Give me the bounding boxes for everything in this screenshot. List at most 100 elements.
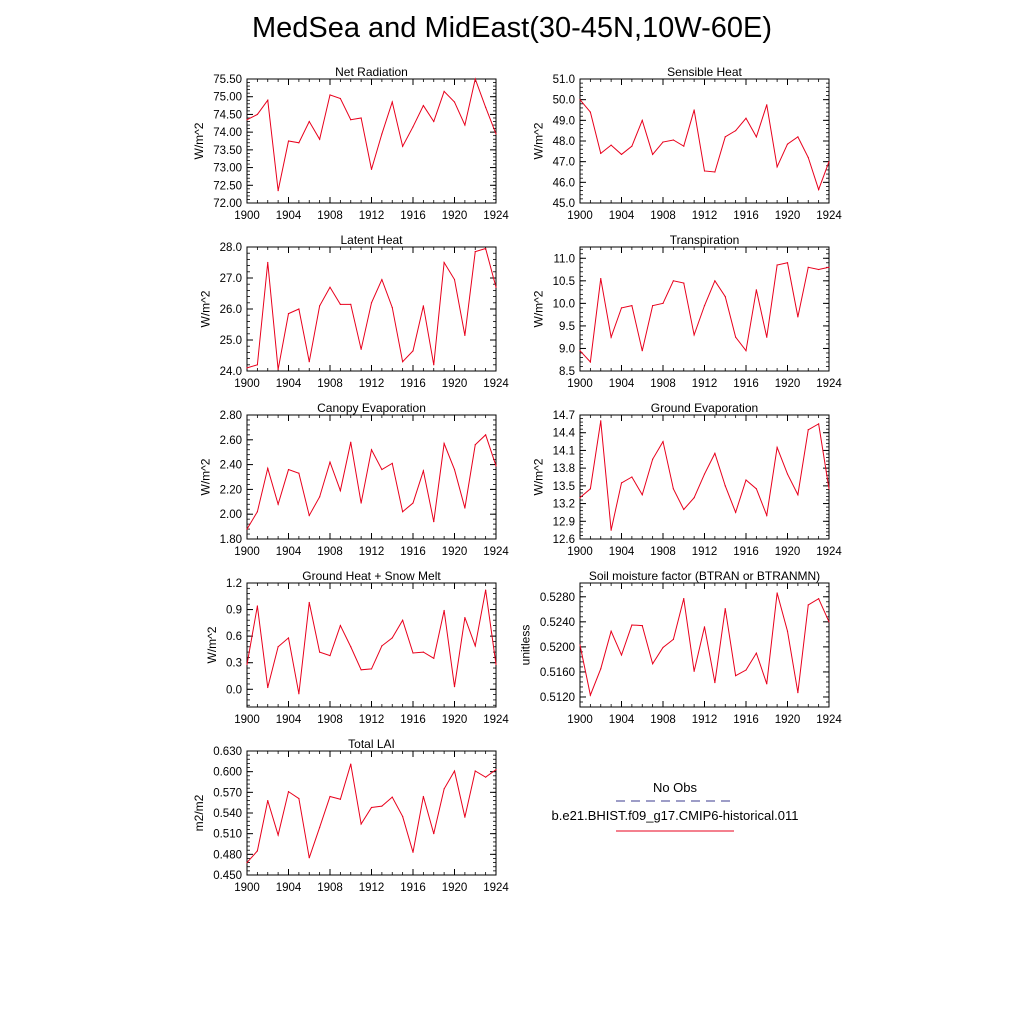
data-point (818, 423, 820, 425)
data-point (319, 651, 321, 653)
x-tick-label: 1912 (359, 882, 385, 894)
data-point (495, 663, 497, 666)
data-point (620, 482, 623, 484)
data-point (818, 268, 820, 271)
data-point (755, 488, 757, 490)
plot-frame (246, 582, 497, 708)
data-point (620, 654, 623, 656)
data-point (714, 681, 716, 684)
y-tick-label: 0.3 (226, 658, 242, 670)
data-point (766, 336, 768, 338)
data-point (641, 494, 643, 496)
data-point (433, 521, 435, 523)
x-tick-label: 1912 (692, 210, 718, 222)
y-tick-label: 0.600 (213, 767, 242, 779)
series-line (579, 592, 830, 697)
data-point (807, 266, 809, 268)
x-tick-label: 1920 (775, 714, 801, 726)
series-line (579, 262, 830, 364)
data-point (360, 117, 362, 119)
y-tick-label: 74.50 (213, 109, 242, 121)
x-tick-label: 1920 (442, 210, 468, 222)
x-tick-label: 1920 (442, 714, 468, 726)
data-point (631, 624, 633, 626)
y-tick-label: 0.9 (226, 605, 242, 617)
y-tick-label: 2.20 (220, 484, 242, 496)
data-point (714, 171, 716, 173)
data-point (620, 153, 623, 156)
y-tick-label: 12.6 (553, 534, 575, 546)
data-point (610, 144, 612, 146)
y-tick-label: 25.0 (220, 335, 242, 347)
y-tick-label: 49.0 (553, 115, 575, 127)
data-point (600, 668, 602, 670)
data-point (693, 670, 695, 672)
data-point (797, 316, 799, 318)
data-point (308, 857, 310, 859)
y-tick-label: 1.80 (220, 534, 242, 546)
data-point (652, 305, 654, 307)
data-point (485, 776, 487, 778)
data-point (652, 458, 654, 460)
data-point (350, 646, 352, 648)
data-point (256, 850, 258, 852)
x-tick-label: 1908 (650, 378, 676, 390)
data-point (683, 508, 685, 511)
plot-frame (579, 246, 830, 372)
x-tick-label: 1900 (567, 714, 593, 726)
y-tick-label: 11.0 (553, 253, 575, 265)
data-point (807, 604, 809, 606)
x-tick-label: 1912 (692, 378, 718, 390)
data-point (776, 264, 778, 266)
data-point (755, 136, 757, 138)
x-tick-label: 1920 (442, 546, 468, 558)
data-point (495, 769, 497, 771)
data-point (287, 140, 290, 142)
data-point (714, 452, 716, 454)
data-point (589, 488, 591, 490)
plot-frame (579, 414, 830, 540)
x-tick-label: 1900 (234, 546, 260, 558)
data-point (391, 101, 393, 103)
data-point (422, 305, 424, 307)
x-tick-label: 1924 (483, 378, 509, 390)
y-axis-label: W/m^2 (205, 626, 219, 663)
y-tick-label: 9.0 (559, 343, 575, 355)
y-axis-label: unitless (519, 625, 533, 666)
data-point (350, 441, 352, 443)
data-point (453, 101, 456, 103)
data-point (735, 675, 737, 677)
y-tick-label: 13.2 (553, 499, 575, 511)
data-point (641, 624, 643, 627)
panel-transpiration: 1900 1904 1908 1912 1916 1920 1924 8.5 9.0 9.5 10.… (531, 233, 842, 390)
x-tick-label: 1912 (692, 714, 718, 726)
data-point (350, 119, 352, 121)
data-point (662, 141, 664, 143)
data-point (610, 336, 612, 338)
x-tick-label: 1900 (234, 882, 260, 894)
data-point (610, 630, 612, 632)
y-axis-label: W/m^2 (198, 458, 212, 495)
data-point (319, 496, 321, 498)
legend-obs-label: No Obs (653, 780, 698, 795)
data-point (495, 286, 497, 288)
data-point (391, 306, 393, 309)
y-tick-label: 45.0 (553, 198, 575, 210)
y-tick-label: 9.5 (559, 321, 575, 333)
data-point (745, 117, 747, 119)
data-point (776, 592, 778, 594)
data-point (579, 99, 581, 101)
data-point (308, 120, 310, 123)
x-tick-label: 1908 (650, 546, 676, 558)
data-point (453, 468, 456, 471)
panel-title: Total LAI (348, 737, 395, 751)
x-tick-label: 1908 (317, 210, 343, 222)
y-tick-label: 13.5 (553, 481, 575, 493)
panel-latent-heat: 1900 1904 1908 1912 1916 1920 1924 24.0 25.0 26.0… (198, 233, 509, 390)
y-tick-label: 46.0 (553, 177, 575, 189)
data-point (370, 302, 373, 304)
y-tick-label: 14.4 (553, 428, 576, 440)
data-point (818, 598, 820, 600)
panel-title: Net Radiation (335, 65, 408, 79)
